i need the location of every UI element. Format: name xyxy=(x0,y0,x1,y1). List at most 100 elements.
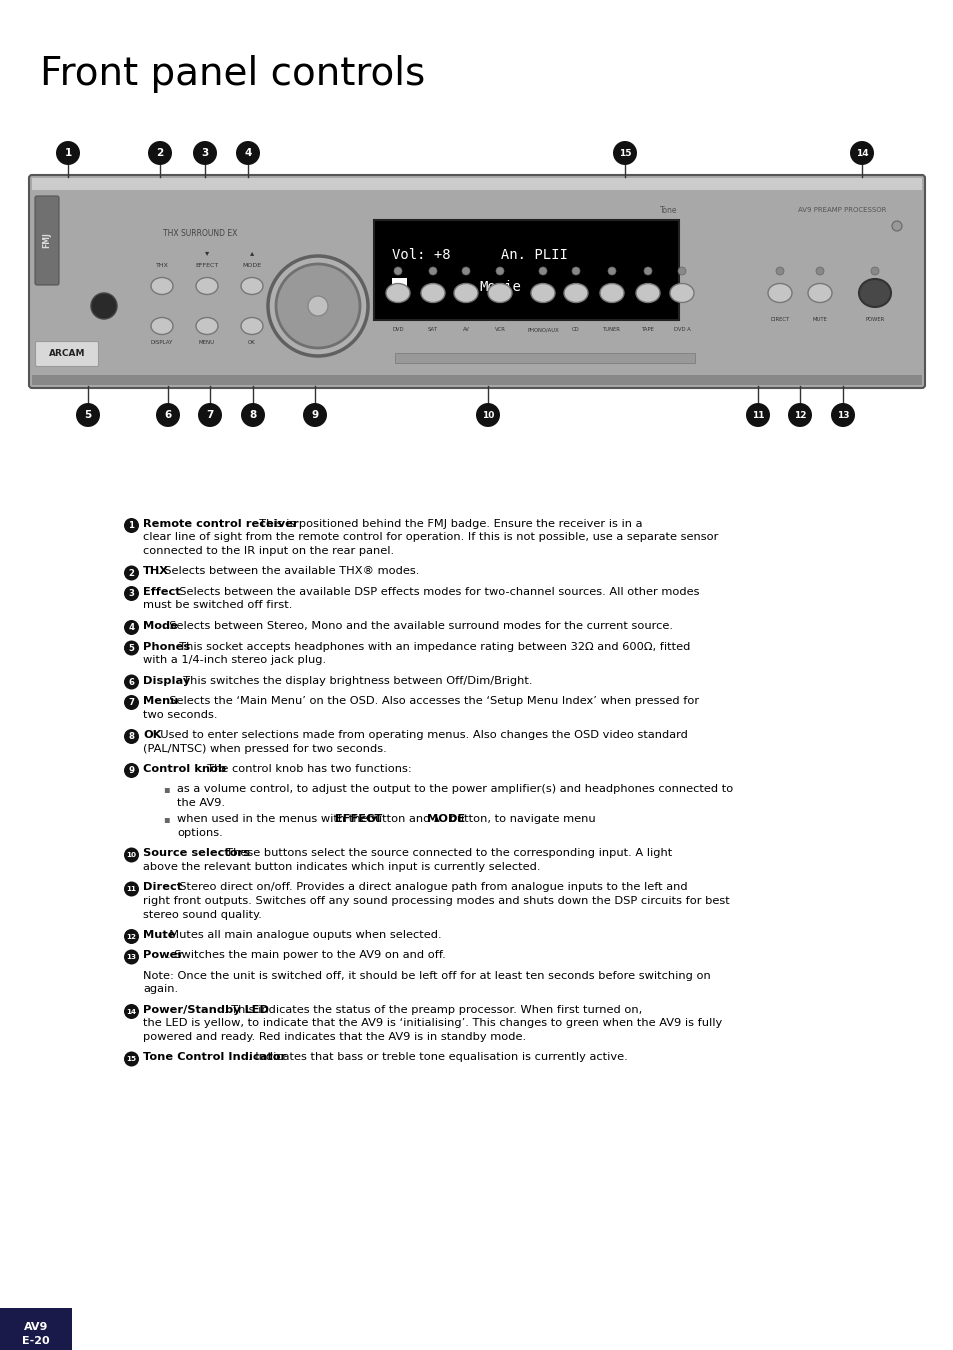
Circle shape xyxy=(643,267,651,275)
Text: must be switched off first.: must be switched off first. xyxy=(143,601,292,610)
Text: 1: 1 xyxy=(129,521,134,531)
Text: Power: Power xyxy=(143,950,183,960)
Circle shape xyxy=(124,1052,139,1066)
Circle shape xyxy=(476,404,499,427)
Circle shape xyxy=(91,293,117,319)
Text: ▾: ▾ xyxy=(205,248,209,256)
Circle shape xyxy=(124,929,139,944)
Text: 3: 3 xyxy=(129,590,134,598)
Circle shape xyxy=(124,848,139,863)
Text: . This indicates the status of the preamp processor. When first turned on,: . This indicates the status of the pream… xyxy=(224,1004,641,1015)
Text: 14: 14 xyxy=(855,148,867,158)
Text: when used in the menus with the ▾: when used in the menus with the ▾ xyxy=(177,814,380,825)
Text: 10: 10 xyxy=(127,852,136,859)
Circle shape xyxy=(870,267,878,275)
Circle shape xyxy=(124,763,139,778)
Circle shape xyxy=(124,729,139,744)
Circle shape xyxy=(156,404,180,427)
Ellipse shape xyxy=(195,317,218,335)
Text: . Selects between Stereo, Mono and the available surround modes for the current : . Selects between Stereo, Mono and the a… xyxy=(162,621,672,630)
Text: . This is positioned behind the FMJ badge. Ensure the receiver is in a: . This is positioned behind the FMJ badg… xyxy=(253,518,642,529)
Text: MUTE: MUTE xyxy=(812,317,826,323)
Text: Source selectors: Source selectors xyxy=(143,849,250,859)
Bar xyxy=(32,178,921,190)
Text: THX: THX xyxy=(155,263,169,269)
Circle shape xyxy=(198,404,222,427)
Text: THX SURROUND EX: THX SURROUND EX xyxy=(163,228,237,238)
Ellipse shape xyxy=(858,279,890,306)
Text: . Indicates that bass or treble tone equalisation is currently active.: . Indicates that bass or treble tone equ… xyxy=(248,1053,627,1062)
Text: Front panel controls: Front panel controls xyxy=(40,55,425,93)
Ellipse shape xyxy=(151,278,172,294)
Circle shape xyxy=(394,267,401,275)
Text: 9: 9 xyxy=(311,410,318,420)
Text: two seconds.: two seconds. xyxy=(143,710,217,720)
Circle shape xyxy=(124,640,139,656)
Text: DIRECT: DIRECT xyxy=(770,317,789,323)
Circle shape xyxy=(815,267,823,275)
Text: E-20: E-20 xyxy=(22,1336,50,1346)
Text: stereo sound quality.: stereo sound quality. xyxy=(143,910,262,919)
Ellipse shape xyxy=(669,284,693,302)
Bar xyxy=(32,375,921,385)
Text: ARCAM: ARCAM xyxy=(49,350,85,359)
Text: CD: CD xyxy=(572,327,579,332)
Circle shape xyxy=(745,404,769,427)
Text: DISPLAY: DISPLAY xyxy=(151,340,173,346)
Circle shape xyxy=(76,404,100,427)
Text: 7: 7 xyxy=(206,410,213,420)
Text: . Selects between the available DSP effects modes for two-channel sources. All o: . Selects between the available DSP effe… xyxy=(172,587,699,597)
Text: Vol: +8      An. PLII: Vol: +8 An. PLII xyxy=(392,248,567,262)
Text: AV: AV xyxy=(462,327,469,332)
Text: 9: 9 xyxy=(129,767,134,775)
Text: OK: OK xyxy=(248,340,255,346)
Text: THX: THX xyxy=(143,567,169,576)
Text: FMJ: FMJ xyxy=(43,232,51,248)
Text: . Selects the ‘Main Menu’ on the OSD. Also accesses the ‘Setup Menu Index’ when : . Selects the ‘Main Menu’ on the OSD. Al… xyxy=(162,697,699,706)
Text: TAPE: TAPE xyxy=(640,327,654,332)
Text: 4: 4 xyxy=(129,624,134,632)
Circle shape xyxy=(429,267,436,275)
Text: (PAL/NTSC) when pressed for two seconds.: (PAL/NTSC) when pressed for two seconds. xyxy=(143,744,386,753)
Circle shape xyxy=(124,882,139,896)
Text: 6: 6 xyxy=(129,678,134,687)
Text: 3: 3 xyxy=(201,148,209,158)
Text: the AV9.: the AV9. xyxy=(177,798,225,809)
Text: SAT: SAT xyxy=(428,327,437,332)
Ellipse shape xyxy=(599,284,623,302)
Text: AV9 PREAMP PROCESSOR: AV9 PREAMP PROCESSOR xyxy=(797,207,885,213)
Text: TUNER: TUNER xyxy=(602,327,620,332)
Text: 11: 11 xyxy=(127,887,136,892)
Circle shape xyxy=(124,586,139,601)
Ellipse shape xyxy=(195,278,218,294)
Circle shape xyxy=(124,675,139,690)
Text: Tone: Tone xyxy=(659,207,677,215)
Text: Display: Display xyxy=(143,675,190,686)
Ellipse shape xyxy=(151,317,172,335)
Text: the LED is yellow, to indicate that the AV9 is ‘initialising’. This changes to g: the LED is yellow, to indicate that the … xyxy=(143,1018,721,1029)
Text: 12: 12 xyxy=(793,410,805,420)
Text: 15: 15 xyxy=(618,148,631,158)
Text: 12: 12 xyxy=(127,934,136,940)
Text: Tone Control Indicator: Tone Control Indicator xyxy=(143,1053,286,1062)
Text: connected to the IR input on the rear panel.: connected to the IR input on the rear pa… xyxy=(143,545,394,556)
Text: Direct: Direct xyxy=(143,883,182,892)
Ellipse shape xyxy=(636,284,659,302)
Text: POWER: POWER xyxy=(864,317,883,323)
Circle shape xyxy=(613,140,637,165)
Text: Control knob: Control knob xyxy=(143,764,226,774)
Text: options.: options. xyxy=(177,828,222,838)
Circle shape xyxy=(148,140,172,165)
Text: Effect: Effect xyxy=(143,587,180,597)
Circle shape xyxy=(891,221,901,231)
Text: DVD A: DVD A xyxy=(673,327,690,332)
Circle shape xyxy=(56,140,80,165)
Ellipse shape xyxy=(488,284,512,302)
Circle shape xyxy=(193,140,216,165)
Text: 4: 4 xyxy=(244,148,252,158)
Circle shape xyxy=(124,695,139,710)
Text: DVD: DVD xyxy=(392,327,403,332)
Circle shape xyxy=(268,256,368,356)
Text: button and ▴: button and ▴ xyxy=(364,814,443,825)
Ellipse shape xyxy=(563,284,587,302)
